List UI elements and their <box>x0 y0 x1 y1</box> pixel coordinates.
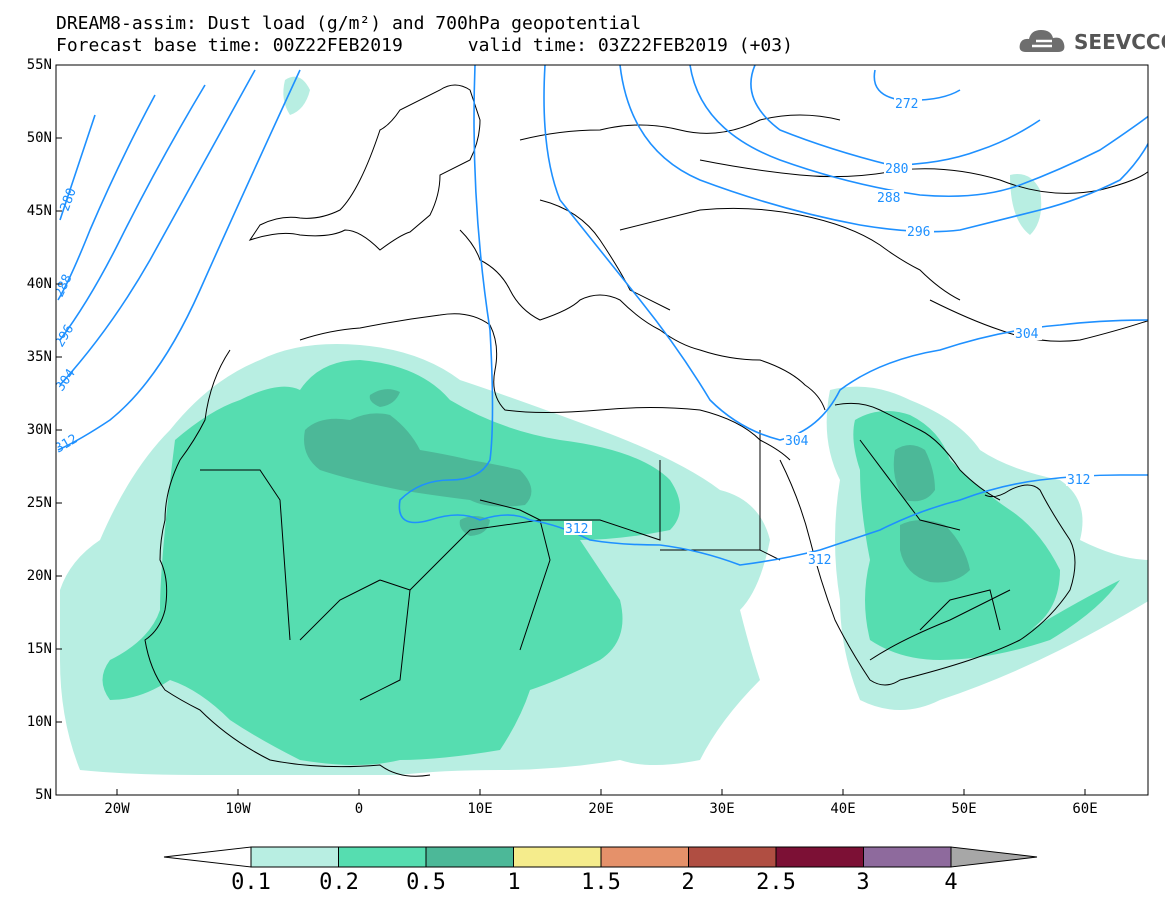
lat-label: 45N <box>26 203 52 219</box>
contour-label: 280 <box>58 186 80 213</box>
contour-label: 312 <box>565 522 588 537</box>
lon-label: 60E <box>1072 801 1098 817</box>
dust-map: 272 280 288 296 304 304 312 312 312 280 … <box>53 64 1149 796</box>
colorbar-label: 2 <box>681 870 695 895</box>
contour-label: 296 <box>907 225 930 240</box>
cloud-icon <box>1019 30 1065 52</box>
lon-label: 20W <box>104 801 130 817</box>
colorbar-segment <box>425 846 514 868</box>
lat-label: 50N <box>26 130 52 146</box>
map-title-line1: DREAM8-assim: Dust load (g/m²) and 700hP… <box>56 13 642 34</box>
lat-label: 5N <box>35 787 52 803</box>
lat-label: 30N <box>26 422 52 438</box>
contour-label: 312 <box>53 432 81 457</box>
colorbar-label: 0.5 <box>406 870 446 895</box>
colorbar-label: 4 <box>944 870 958 895</box>
contour-label: 272 <box>895 97 918 112</box>
lon-label: 0 <box>354 801 364 817</box>
logo-text: SEEVCCC <box>1074 30 1165 54</box>
map-frame <box>55 64 1149 796</box>
map-title-line2: Forecast base time: 00Z22FEB2019 valid t… <box>56 35 793 56</box>
lon-label: 30E <box>709 801 735 817</box>
dust-area-high <box>304 389 970 583</box>
lon-label: 20E <box>588 801 614 817</box>
colorbar <box>163 846 1038 868</box>
lat-label: 15N <box>26 641 52 657</box>
lat-label: 35N <box>26 349 52 365</box>
contour-labels: 272 280 288 296 304 304 312 312 312 280 … <box>53 96 1094 568</box>
lat-label: 20N <box>26 568 52 584</box>
lon-label: 50E <box>951 801 977 817</box>
contour-label: 288 <box>877 191 900 206</box>
colorbar-segment <box>600 846 689 868</box>
seevccc-logo: SEEVCCC <box>1018 26 1165 58</box>
contour-label: 312 <box>1067 473 1090 488</box>
lon-label: 10W <box>225 801 251 817</box>
colorbar-segments <box>163 846 1038 868</box>
colorbar-segment <box>163 846 252 868</box>
colorbar-segment <box>863 846 952 868</box>
coastlines <box>144 84 1148 777</box>
colorbar-label: 0.1 <box>231 870 271 895</box>
colorbar-label: 3 <box>856 870 870 895</box>
contour-label: 280 <box>885 162 908 177</box>
colorbar-segment <box>688 846 777 868</box>
colorbar-label: 0.2 <box>319 870 359 895</box>
colorbar-segment <box>338 846 427 868</box>
colorbar-segment <box>950 846 1038 868</box>
colorbar-label: 2.5 <box>756 870 796 895</box>
contour-label: 304 <box>1015 327 1039 342</box>
contour-label: 304 <box>785 434 809 449</box>
lon-label: 10E <box>467 801 493 817</box>
colorbar-segment <box>250 846 339 868</box>
colorbar-label: 1 <box>507 870 521 895</box>
colorbar-label: 1.5 <box>581 870 621 895</box>
contour-label: 304 <box>53 366 79 394</box>
lat-label: 25N <box>26 495 52 511</box>
lat-label: 55N <box>26 57 52 73</box>
lat-label: 10N <box>26 714 52 730</box>
lat-label: 40N <box>26 276 52 292</box>
contour-label: 312 <box>808 553 831 568</box>
colorbar-segment <box>513 846 602 868</box>
lon-label: 40E <box>830 801 856 817</box>
colorbar-segment <box>775 846 864 868</box>
